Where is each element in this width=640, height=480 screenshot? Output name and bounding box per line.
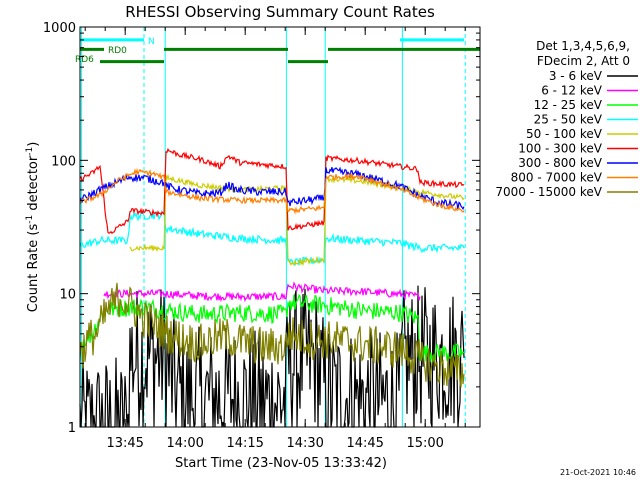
x-tick-label-1: 14:00 <box>166 436 203 451</box>
y-label-main: Count Rate (s <box>26 224 41 313</box>
series-group <box>79 147 465 428</box>
y-tick-label-2: 100 <box>51 154 76 169</box>
legend-header-0: Det 1,3,4,5,6,9, <box>536 39 630 53</box>
y-label-end: ) <box>26 142 41 147</box>
y-tick-label-0: 1 <box>68 421 76 436</box>
legend-label-8: 7000 - 15000 keV <box>495 185 602 199</box>
annotation-n: N <box>148 37 155 47</box>
legend-label-3: 25 - 50 keV <box>534 113 603 127</box>
y-label-mid: detector <box>26 155 41 215</box>
annotation-rd0: RD0 <box>108 46 127 56</box>
legend-label-6: 300 - 800 keV <box>518 156 602 170</box>
y-label-sup2: -1 <box>25 147 35 156</box>
legend-label-7: 800 - 7000 keV <box>511 171 603 185</box>
series-line-1 <box>103 281 421 303</box>
chart-title: RHESSI Observing Summary Count Rates <box>125 3 435 21</box>
x-tick-label-5: 15:00 <box>406 436 443 451</box>
y-label-sup1: -1 <box>25 215 35 224</box>
plot-frame <box>79 26 481 428</box>
x-tick-label-3: 14:30 <box>286 436 323 451</box>
x-tick-label-2: 14:15 <box>226 436 263 451</box>
legend-header-1: FDecim 2, Att 0 <box>537 54 630 68</box>
legend-label-5: 100 - 300 keV <box>518 142 602 156</box>
tick-group: 13:45 14:00 14:15 14:30 14:45 15:00 1 10 100 1000 <box>43 21 480 451</box>
series-line-2 <box>79 293 465 363</box>
x-tick-label-4: 14:45 <box>346 436 383 451</box>
legend-label-4: 50 - 100 keV <box>526 127 603 141</box>
legend-label-2: 12 - 25 keV <box>534 98 603 112</box>
axes-group <box>79 26 481 428</box>
x-tick-label-0: 13:45 <box>106 436 143 451</box>
legend-label-1: 6 - 12 keV <box>541 84 603 98</box>
legend: Det 1,3,4,5,6,9,FDecim 2, Att 03 - 6 keV… <box>495 39 638 199</box>
legend-label-0: 3 - 6 keV <box>549 69 603 83</box>
series-line-7 <box>79 167 465 215</box>
footer-date: 21-Oct-2021 10:46 <box>560 468 636 477</box>
status-bars: N RD0 RD6 <box>75 37 480 65</box>
series-line-3 <box>79 209 465 266</box>
series-line-8 <box>79 282 465 388</box>
series-line-6 <box>79 166 465 211</box>
series-line-0 <box>79 285 465 428</box>
annotation-rd6: RD6 <box>75 55 94 65</box>
y-tick-label-1: 10 <box>59 288 76 303</box>
y-tick-label-3: 1000 <box>43 21 76 36</box>
y-axis-label: Count Rate (s-1 detector-1) <box>25 142 41 313</box>
x-axis-label: Start Time (23-Nov-05 13:33:42) <box>175 456 387 471</box>
series-line-5 <box>79 147 465 235</box>
